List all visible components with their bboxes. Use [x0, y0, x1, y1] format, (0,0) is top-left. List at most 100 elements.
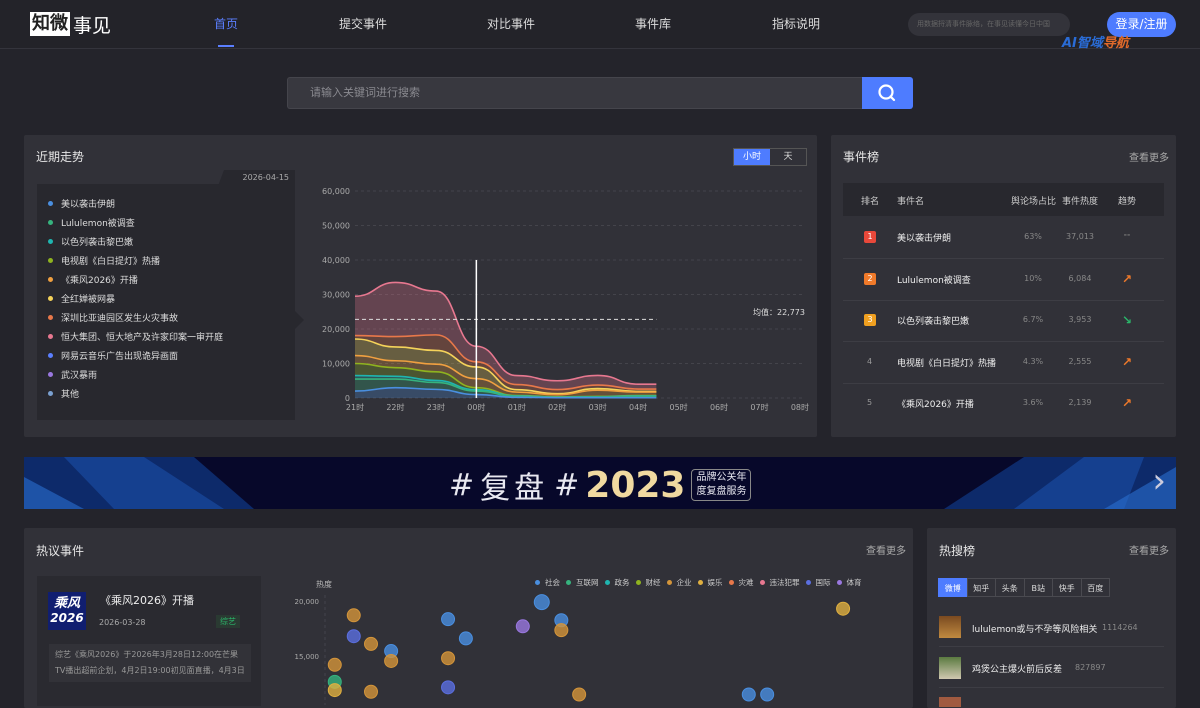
event-heat: 2,555: [1068, 356, 1092, 366]
legend-dot: [48, 220, 53, 225]
event-share: 10%: [1024, 273, 1042, 283]
nav-event-library[interactable]: 事件库: [634, 17, 671, 31]
scatter-point[interactable]: [384, 653, 399, 668]
scatter-point[interactable]: [364, 684, 378, 699]
tab-toutiao[interactable]: 头条: [995, 578, 1025, 597]
featured-event-card[interactable]: 乘风 2026 《乘风2026》开播 2026-03-28 综艺 综艺《乘风202…: [37, 576, 261, 706]
watermark-logo: AI智域导航: [1062, 36, 1129, 51]
legend-label: 武汉暴雨: [61, 371, 98, 381]
scatter-point[interactable]: [441, 612, 456, 627]
event-name-link[interactable]: Lululemon被调查: [897, 275, 971, 286]
scatter-point[interactable]: [533, 594, 550, 611]
scatter-legend-item[interactable]: 灾难: [728, 577, 754, 588]
scatter-point[interactable]: [346, 608, 361, 623]
y-tick-label: 50,000: [322, 222, 350, 231]
scatter-point[interactable]: [364, 636, 378, 651]
promo-banner[interactable]: # 复盘 # 2023 品牌公关年 度复盘服务 ›: [24, 457, 1176, 509]
event-name-link[interactable]: 电视剧《白日提灯》热播: [897, 358, 997, 369]
toggle-hour[interactable]: 小时: [734, 149, 770, 165]
tooltip-legend-item: 恒大集团、恒大地产及许家印案一审开庭: [48, 327, 223, 346]
rank-badge: 3: [864, 314, 876, 326]
scatter-legend-item[interactable]: 互联网: [566, 577, 599, 588]
event-rank-more-link[interactable]: 查看更多: [1129, 153, 1169, 164]
scatter-point[interactable]: [572, 687, 587, 702]
trend-flat: --: [1123, 230, 1131, 239]
event-date: 2026-03-28: [99, 618, 146, 627]
event-title[interactable]: 《乘风2026》开播: [100, 594, 194, 607]
scatter-point[interactable]: [327, 683, 342, 698]
x-tick-label: 00时: [467, 402, 485, 412]
divider: [843, 299, 1164, 301]
scatter-point[interactable]: [515, 619, 530, 634]
scatter-legend-item[interactable]: 娱乐: [697, 577, 723, 588]
logo-mark: 知微: [30, 12, 70, 36]
banner-hash: #: [554, 467, 580, 503]
scatter-point[interactable]: [441, 651, 456, 666]
scatter-legend-item[interactable]: 体育: [836, 577, 862, 588]
divider: [843, 258, 1164, 259]
legend-dot: [48, 391, 53, 396]
nav-compare-events[interactable]: 对比事件: [486, 17, 535, 31]
y-tick-label: 15,000: [295, 653, 320, 661]
banner-next-arrow[interactable]: ›: [1152, 461, 1166, 501]
toggle-day[interactable]: 天: [783, 152, 793, 162]
event-name-link[interactable]: 美以袭击伊朗: [897, 234, 952, 244]
tab-kuaishou[interactable]: 快手: [1052, 578, 1082, 597]
trend-down-icon: ↘: [1121, 313, 1133, 327]
tab-weibo[interactable]: 微博: [938, 578, 968, 597]
x-tick-label: 22时: [386, 402, 404, 412]
legend-label: 恒大集团、恒大地产及许家印案一审开庭: [61, 333, 224, 343]
x-tick-label: 05时: [670, 402, 688, 412]
legend-dot: [48, 315, 53, 320]
scatter-point[interactable]: [554, 623, 569, 638]
event-name-link[interactable]: 《乘风2026》开播: [897, 400, 974, 410]
hot-search-item-title[interactable]: lululemon或与不孕等风险相关: [972, 625, 1098, 635]
legend-dot: [48, 296, 53, 301]
scatter-legend-item[interactable]: 财经: [635, 577, 661, 588]
scatter-point[interactable]: [327, 657, 342, 672]
tooltip-legend-item: 全红婵被网暴: [48, 289, 115, 308]
search-button[interactable]: [862, 77, 913, 109]
scatter-point[interactable]: [346, 629, 361, 644]
x-tick-label: 08时: [791, 402, 809, 412]
event-heat: 2,139: [1068, 398, 1092, 407]
tab-zhihu[interactable]: 知乎: [966, 578, 996, 597]
hot-events-more-link[interactable]: 查看更多: [866, 546, 906, 557]
scatter-legend-item[interactable]: 企业: [666, 577, 692, 588]
scatter-legend-item[interactable]: 社会: [535, 577, 560, 588]
scatter-point[interactable]: [760, 687, 775, 702]
trend-up-icon: ↗: [1121, 396, 1133, 410]
scatter-point[interactable]: [441, 680, 456, 695]
event-name-link[interactable]: 以色列袭击黎巴嫩: [897, 317, 970, 327]
scatter-point[interactable]: [836, 601, 851, 616]
y-tick-label: 20,000: [295, 598, 320, 606]
mean-label: 均值：22,773: [753, 308, 805, 317]
legend-label: 其他: [61, 390, 80, 400]
search-input[interactable]: 请输入关键词进行搜索: [287, 77, 863, 109]
banner-badge: 品牌公关年 度复盘服务: [691, 469, 752, 501]
tab-bilibili[interactable]: B站: [1023, 578, 1053, 597]
col-trend: 趋势: [1118, 197, 1137, 207]
scatter-legend-item[interactable]: 国际: [805, 577, 831, 588]
scatter-legend-item[interactable]: 违法犯罪: [759, 577, 800, 588]
nav-metrics-guide[interactable]: 指标说明: [771, 17, 820, 31]
hot-search-more-link[interactable]: 查看更多: [1129, 546, 1169, 557]
nav-home[interactable]: 首页: [186, 0, 266, 49]
tooltip-legend-item: 深圳比亚迪园区发生火灾事故: [48, 308, 178, 327]
series-line: [354, 281, 657, 385]
header-search-input[interactable]: 用数据捋清事件脉络，在事见读懂今日中国: [908, 13, 1070, 36]
hot-search-item-title[interactable]: 鸡煲公主爆火前后反差: [972, 665, 1063, 675]
scatter-point[interactable]: [458, 631, 473, 646]
legend-dot: [535, 580, 540, 585]
login-register-button[interactable]: 登录/注册: [1107, 12, 1176, 37]
tab-baidu[interactable]: 百度: [1080, 578, 1110, 597]
tooltip-legend-item: 网易云音乐广告出现诡异画面: [48, 346, 178, 365]
scatter-legend-item[interactable]: 政务: [604, 577, 630, 588]
hot-search-panel: [927, 528, 1176, 708]
scatter-point[interactable]: [741, 687, 756, 702]
legend-dot: [48, 201, 53, 206]
logo[interactable]: 知微 事见: [30, 11, 111, 37]
legend-dot: [48, 277, 53, 282]
event-heat: 6,084: [1068, 273, 1092, 283]
nav-submit-event[interactable]: 提交事件: [338, 17, 387, 31]
